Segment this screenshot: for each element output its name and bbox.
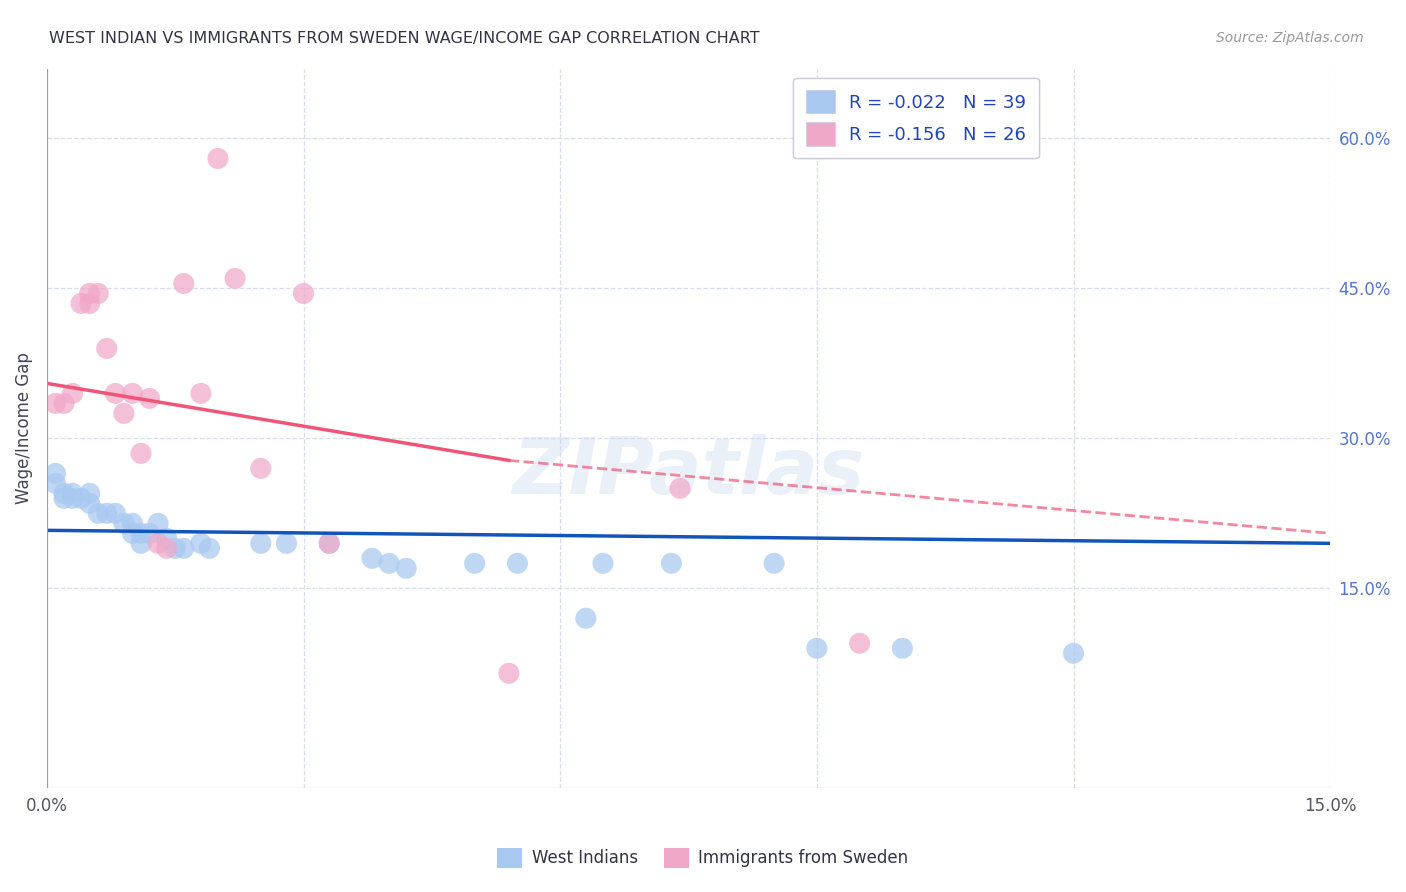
Y-axis label: Wage/Income Gap: Wage/Income Gap — [15, 352, 32, 504]
Text: ZIPatlas: ZIPatlas — [512, 434, 865, 509]
Point — [138, 392, 160, 406]
Point — [669, 481, 692, 495]
Point — [190, 536, 212, 550]
Point — [1063, 646, 1085, 660]
Text: Source: ZipAtlas.com: Source: ZipAtlas.com — [1216, 31, 1364, 45]
Point — [104, 506, 127, 520]
Point — [156, 541, 179, 556]
Point — [395, 561, 418, 575]
Point — [318, 536, 340, 550]
Point — [44, 476, 66, 491]
Point — [165, 541, 187, 556]
Point — [498, 666, 520, 681]
Point — [249, 536, 271, 550]
Point — [276, 536, 298, 550]
Legend: West Indians, Immigrants from Sweden: West Indians, Immigrants from Sweden — [491, 841, 915, 875]
Point — [292, 286, 315, 301]
Point — [173, 541, 195, 556]
Point — [62, 486, 84, 500]
Legend: R = -0.022   N = 39, R = -0.156   N = 26: R = -0.022 N = 39, R = -0.156 N = 26 — [793, 78, 1039, 158]
Point — [44, 467, 66, 481]
Point — [848, 636, 870, 650]
Point — [661, 557, 683, 571]
Point — [146, 536, 169, 550]
Point — [249, 461, 271, 475]
Point — [112, 516, 135, 531]
Point — [129, 446, 152, 460]
Point — [53, 491, 76, 506]
Point — [506, 557, 529, 571]
Point — [44, 396, 66, 410]
Point — [173, 277, 195, 291]
Point — [224, 271, 246, 285]
Point — [129, 526, 152, 541]
Point — [96, 506, 118, 520]
Point — [79, 486, 101, 500]
Point — [87, 286, 110, 301]
Point — [806, 106, 828, 120]
Point — [806, 641, 828, 656]
Point — [87, 506, 110, 520]
Point — [79, 496, 101, 510]
Point — [53, 486, 76, 500]
Point — [575, 611, 598, 625]
Point — [207, 152, 229, 166]
Point — [464, 557, 486, 571]
Point — [198, 541, 221, 556]
Point — [891, 641, 914, 656]
Point — [121, 386, 143, 401]
Point — [156, 532, 179, 546]
Point — [592, 557, 614, 571]
Point — [79, 296, 101, 310]
Point — [70, 296, 93, 310]
Point — [104, 386, 127, 401]
Point — [129, 536, 152, 550]
Point — [190, 386, 212, 401]
Point — [318, 536, 340, 550]
Point — [112, 406, 135, 420]
Point — [361, 551, 384, 566]
Text: WEST INDIAN VS IMMIGRANTS FROM SWEDEN WAGE/INCOME GAP CORRELATION CHART: WEST INDIAN VS IMMIGRANTS FROM SWEDEN WA… — [49, 31, 759, 46]
Point — [70, 491, 93, 506]
Point — [96, 342, 118, 356]
Point — [121, 516, 143, 531]
Point — [62, 491, 84, 506]
Point — [378, 557, 401, 571]
Point — [121, 526, 143, 541]
Point — [763, 557, 786, 571]
Point — [138, 526, 160, 541]
Point — [53, 396, 76, 410]
Point — [79, 286, 101, 301]
Point — [146, 516, 169, 531]
Point — [62, 386, 84, 401]
